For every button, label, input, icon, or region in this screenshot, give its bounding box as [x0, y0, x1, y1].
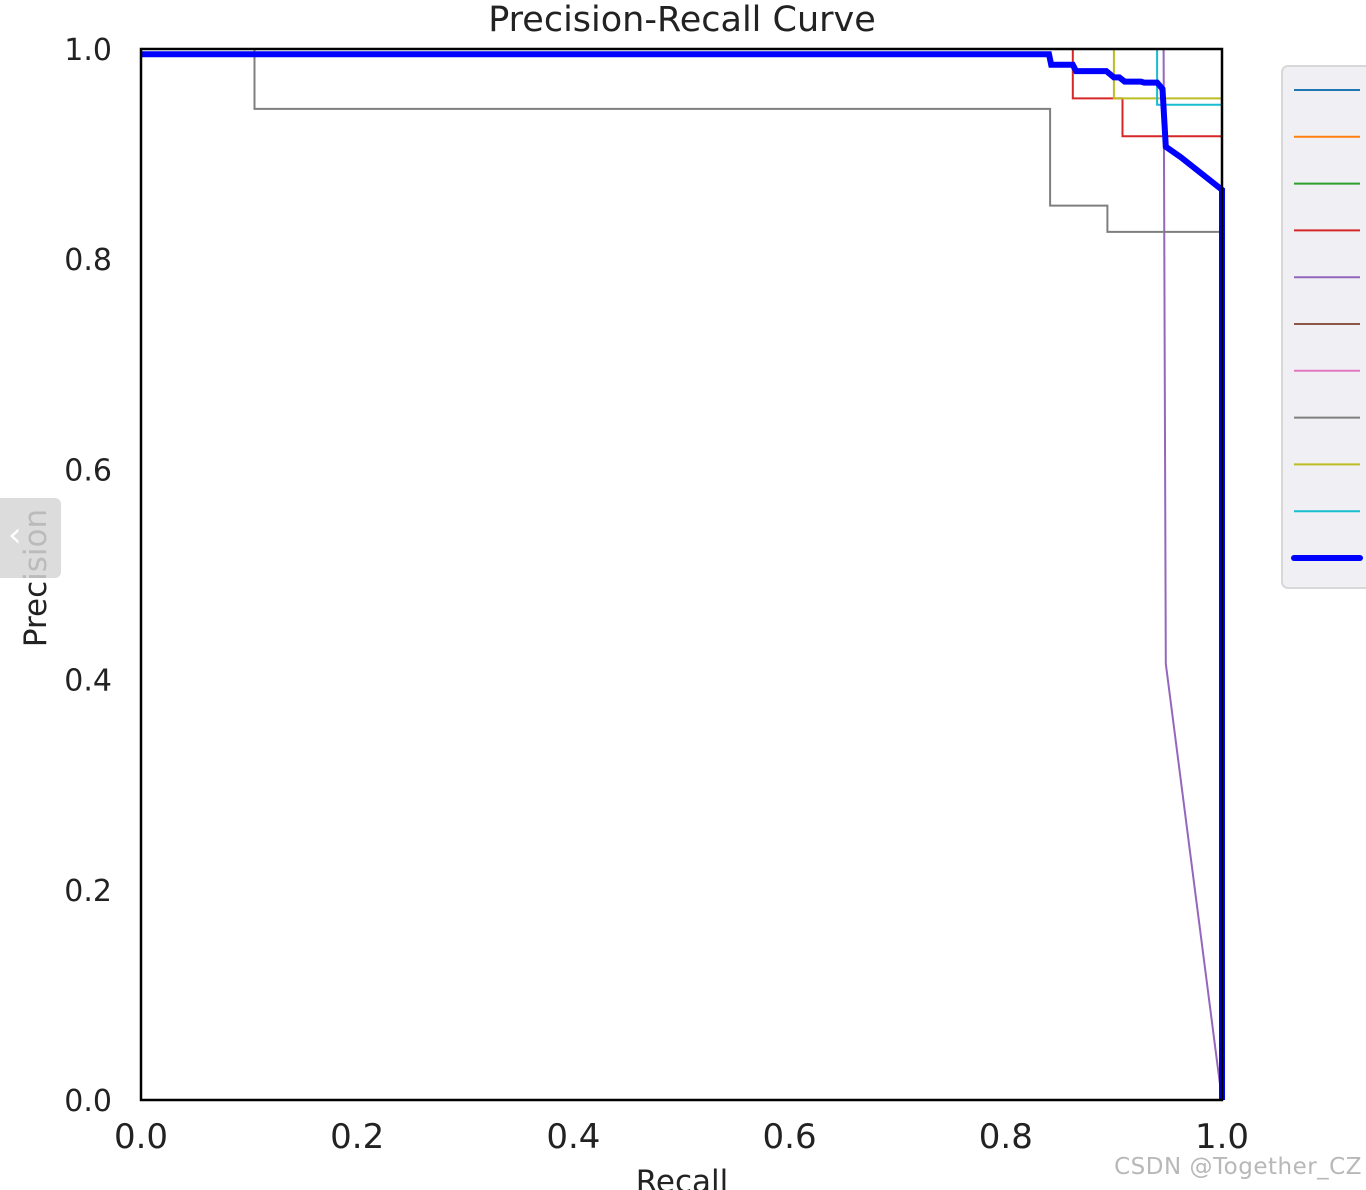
x-tick-label: 0.8: [979, 1117, 1033, 1157]
y-tick-label: 0.0: [64, 1084, 112, 1119]
y-tick-label: 0.4: [64, 664, 112, 699]
legend-items: [1291, 89, 1363, 561]
x-axis-ticks: 0.0 0.2 0.4 0.6 0.8 1.0: [114, 1117, 1249, 1157]
previous-image-button[interactable]: ‹: [0, 498, 61, 578]
watermark: CSDN @Together_CZ: [1114, 1154, 1362, 1180]
chevron-left-icon: ‹: [8, 515, 22, 555]
x-tick-label: 0.2: [330, 1117, 384, 1157]
x-tick-label: 0.6: [763, 1117, 817, 1157]
x-tick-label: 1.0: [1195, 1117, 1249, 1157]
y-tick-label: 0.8: [64, 243, 112, 278]
y-tick-label: 0.6: [64, 453, 112, 488]
series-line-8: [141, 48, 1223, 1100]
chart-title: Precision-Recall Curve: [488, 0, 876, 40]
x-axis-label: Recall: [636, 1164, 729, 1190]
legend: [1281, 65, 1366, 589]
series-line-11: [141, 51, 1225, 1100]
plot-frame: [139, 47, 1224, 1102]
legend-box: [1281, 65, 1366, 589]
y-tick-label: 0.2: [64, 874, 112, 909]
x-tick-label: 0.0: [114, 1117, 168, 1157]
y-tick-label: 1.0: [64, 33, 112, 68]
x-tick-label: 0.4: [546, 1117, 600, 1157]
y-axis-ticks: 0.0 0.2 0.4 0.6 0.8 1.0: [64, 33, 112, 1119]
